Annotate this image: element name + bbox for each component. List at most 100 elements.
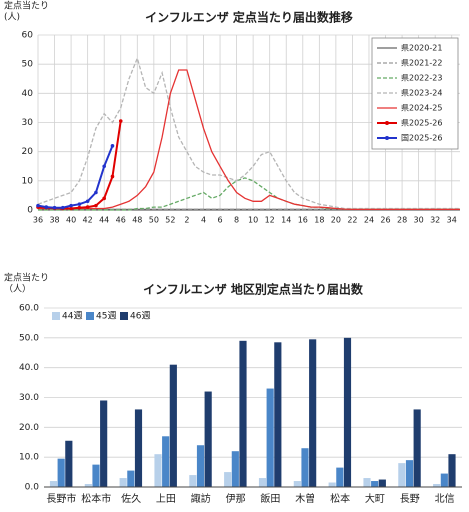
x-tick-label: 佐久 [121, 493, 141, 505]
marker [61, 205, 65, 210]
x-tick-label: 上田 [156, 493, 176, 505]
y-tick-label: 50.0 [19, 333, 39, 343]
x-tick-label: 飯田 [260, 492, 280, 505]
bar [162, 436, 170, 487]
x-tick-label: 32 [430, 216, 440, 225]
marker [85, 205, 90, 209]
x-tick-label: 40 [66, 216, 76, 225]
x-tick-label: 諏訪 [191, 492, 211, 505]
x-tick-label: 16 [298, 216, 308, 225]
x-tick-label: 2 [184, 216, 189, 225]
bar [239, 340, 247, 487]
x-tick-label: 4 [201, 216, 206, 225]
y-tick-label: 60.0 [19, 304, 39, 314]
marker [94, 190, 98, 195]
legend-label: 県2022-23 [401, 74, 442, 83]
bar [336, 467, 344, 487]
x-tick-label: 大町 [365, 492, 385, 505]
marker [102, 164, 106, 169]
y-tick-label: 60 [22, 31, 34, 41]
legend-label: 県2023-24 [401, 89, 442, 98]
marker [69, 203, 73, 208]
bar [266, 388, 274, 487]
bar [405, 460, 414, 487]
x-tick-label: 36 [33, 216, 43, 225]
bar [119, 478, 127, 487]
legend-label: 県2025-26 [401, 119, 442, 128]
x-tick-label: 42 [83, 216, 93, 225]
legend-marker [385, 136, 389, 140]
marker [44, 205, 49, 209]
marker [118, 119, 123, 123]
bar [92, 464, 100, 487]
y-axis-label: （人） [4, 284, 31, 295]
legend-swatch [120, 312, 128, 320]
marker [36, 203, 40, 208]
legend-label: 国2025-26 [401, 134, 442, 143]
bar [274, 342, 282, 487]
bar [84, 484, 92, 487]
legend-label: 県2024-25 [401, 104, 442, 113]
legend-marker [385, 121, 389, 125]
legend-label: 45週 [96, 311, 116, 322]
bar [363, 478, 371, 487]
bar [440, 473, 448, 487]
y-tick-label: 40 [22, 89, 34, 99]
x-tick-label: 18 [314, 216, 324, 225]
bar [57, 458, 65, 487]
legend-label: 県2020-21 [401, 44, 442, 53]
series-line [38, 69, 460, 211]
bar [371, 481, 379, 487]
bar [258, 478, 267, 487]
bar [189, 475, 197, 487]
x-tick-label: 14 [281, 216, 291, 225]
y-tick-label: 10 [22, 176, 34, 186]
marker [77, 205, 82, 210]
marker [94, 203, 98, 208]
bar [378, 479, 386, 487]
series-line [38, 177, 460, 211]
x-tick-label: 木曽 [295, 492, 315, 505]
y-tick-label: 0 [27, 206, 33, 216]
y-tick-label: 10.0 [19, 453, 39, 463]
x-tick-label: 48 [132, 216, 142, 225]
bar [433, 484, 441, 487]
x-tick-label: 北信 [435, 493, 455, 505]
y-tick-label: 0.0 [25, 483, 40, 493]
y-tick-label: 30 [22, 118, 34, 128]
x-tick-label: 24 [364, 216, 374, 225]
bar [224, 472, 232, 487]
x-tick-label: 22 [347, 216, 357, 225]
legend-swatch [52, 312, 60, 320]
y-tick-label: 50 [22, 60, 34, 70]
bar [231, 451, 239, 487]
y-tick-label: 30.0 [19, 393, 39, 403]
x-tick-label: 44 [99, 216, 109, 225]
marker [110, 144, 115, 148]
legend-swatch [86, 312, 94, 320]
y-axis-label: (人) [4, 12, 20, 23]
x-tick-label: 8 [234, 216, 239, 225]
bar [293, 481, 301, 487]
bar [100, 400, 108, 487]
chart-title: インフルエンザ 地区別定点当たり届出数 [143, 282, 364, 297]
x-tick-label: 30 [414, 216, 424, 225]
bar [448, 454, 456, 487]
x-tick-label: 46 [116, 216, 126, 225]
series-line [37, 145, 114, 209]
marker [69, 206, 73, 211]
series-line [37, 120, 122, 210]
x-tick-label: 10 [248, 216, 258, 225]
marker [102, 196, 106, 201]
bar [154, 454, 162, 487]
y-tick-label: 40.0 [19, 363, 39, 373]
x-tick-label: 28 [397, 216, 407, 225]
y-axis-label: 定点当たり [4, 0, 49, 12]
x-tick-label: 34 [447, 216, 457, 225]
x-tick-label: 52 [165, 216, 175, 225]
x-tick-label: 長野 [400, 493, 420, 505]
x-tick-label: 松本 [330, 492, 350, 505]
bar [301, 448, 309, 487]
marker [110, 174, 115, 179]
